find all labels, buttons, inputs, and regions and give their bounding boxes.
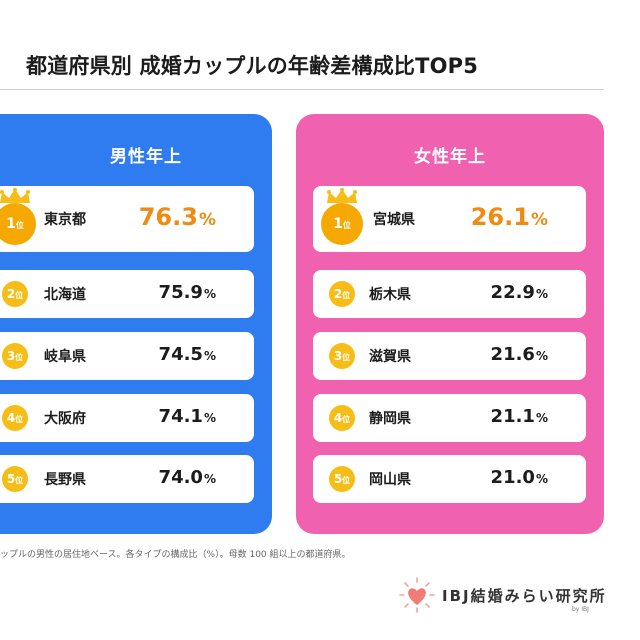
- prefecture-name: 滋賀県: [369, 349, 411, 365]
- prefecture-name: 東京都: [44, 212, 86, 228]
- prefecture-name: 岡山県: [369, 472, 411, 488]
- panel-title-female-older: 女性年上: [414, 147, 486, 167]
- heart-logo-icon: [399, 577, 435, 613]
- brand-name: IBJ結婚みらい研究所: [442, 586, 607, 605]
- brand-subtitle: by IBJ: [572, 606, 589, 613]
- percentage-value: 75.9%: [158, 282, 216, 303]
- crown-icon: [327, 188, 357, 203]
- percentage-value: 74.1%: [158, 406, 216, 427]
- percentage-value: 21.6%: [490, 344, 548, 365]
- panel-title-male-older: 男性年上: [110, 147, 182, 167]
- percentage-value: 21.0%: [490, 467, 548, 488]
- prefecture-name: 岐阜県: [44, 349, 86, 365]
- brand-logo: IBJ結婚みらい研究所: [398, 576, 607, 614]
- percentage-value: 21.1%: [490, 406, 548, 427]
- prefecture-name: 大阪府: [44, 411, 86, 427]
- prefecture-name: 長野県: [44, 472, 86, 488]
- prefecture-name: 栃木県: [369, 287, 411, 303]
- percentage-value: 22.9%: [490, 282, 548, 303]
- prefecture-name: 北海道: [44, 287, 86, 303]
- prefecture-name: 静岡県: [369, 411, 411, 427]
- footnote: ップルの男性の居住地ベース。各タイプの構成比（%）。母数 100 組以上の都道府…: [0, 550, 351, 560]
- percentage-value: 74.5%: [158, 344, 216, 365]
- percentage-value: 26.1%: [470, 203, 548, 231]
- title-divider: [0, 89, 604, 90]
- percentage-value: 76.3%: [138, 203, 216, 231]
- prefecture-name: 宮城県: [373, 212, 415, 228]
- page-title: 都道府県別 成婚カップルの年齢差構成比TOP5: [26, 54, 479, 78]
- percentage-value: 74.0%: [158, 467, 216, 488]
- crown-icon: [0, 188, 30, 203]
